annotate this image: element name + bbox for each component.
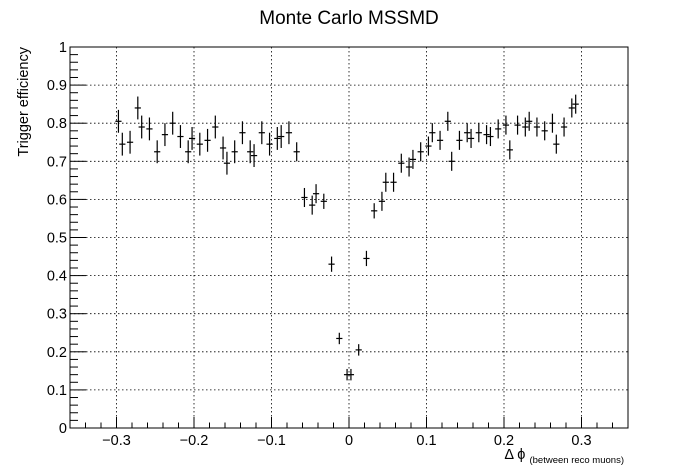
data-point bbox=[239, 121, 246, 145]
data-point bbox=[301, 187, 308, 208]
data-point bbox=[115, 109, 122, 133]
data-point bbox=[177, 125, 184, 148]
data-point bbox=[204, 128, 211, 152]
data-point bbox=[522, 117, 529, 137]
data-point bbox=[320, 193, 327, 209]
data-point bbox=[448, 151, 455, 171]
data-point bbox=[250, 144, 258, 168]
data-point bbox=[514, 115, 521, 135]
data-point bbox=[429, 123, 436, 143]
data-point bbox=[549, 113, 556, 133]
data-point bbox=[161, 123, 169, 147]
y-tick-label: 0.3 bbox=[47, 307, 67, 323]
data-point bbox=[390, 172, 397, 192]
data-point bbox=[169, 111, 176, 135]
y-tick-label: 0.1 bbox=[47, 383, 67, 399]
data-point bbox=[572, 94, 579, 114]
grid-lines bbox=[70, 46, 628, 429]
data-point bbox=[425, 136, 432, 156]
y-tick-label: 0.9 bbox=[47, 78, 67, 94]
data-point bbox=[456, 130, 463, 150]
y-tick-label: 0.6 bbox=[47, 192, 67, 208]
data-point bbox=[464, 123, 471, 143]
data-point bbox=[126, 130, 134, 154]
data-point bbox=[336, 332, 343, 345]
data-point bbox=[409, 149, 417, 169]
data-point bbox=[382, 172, 389, 192]
data-point bbox=[487, 127, 494, 147]
data-point bbox=[278, 125, 285, 148]
data-point bbox=[247, 140, 254, 164]
data-point bbox=[533, 117, 541, 137]
data-point bbox=[312, 184, 320, 204]
data-point bbox=[309, 195, 316, 215]
data-point bbox=[146, 117, 153, 141]
y-tick-label: 0.5 bbox=[47, 231, 67, 247]
data-point bbox=[560, 117, 568, 137]
data-point bbox=[119, 132, 126, 156]
data-point bbox=[154, 140, 161, 164]
data-point bbox=[502, 115, 510, 135]
y-tick-label: 0.8 bbox=[47, 116, 67, 132]
data-point bbox=[398, 153, 405, 173]
y-tick-label: 0 bbox=[59, 421, 67, 437]
data-point bbox=[405, 157, 413, 177]
data-point bbox=[506, 140, 513, 160]
data-point bbox=[568, 98, 575, 118]
data-point bbox=[553, 134, 560, 154]
data-point bbox=[483, 125, 490, 145]
data-point bbox=[134, 96, 141, 120]
data-point bbox=[347, 368, 355, 381]
y-tick-label: 1 bbox=[59, 40, 67, 56]
data-point bbox=[219, 136, 227, 160]
x-axis-label-sub: (between reco muons) bbox=[529, 455, 624, 466]
y-axis-ticks: 0 0.1 0.2 0.3 0.4 0.5 0.6 0.7 0.8 0.9 1 bbox=[47, 40, 86, 437]
data-point bbox=[293, 142, 300, 162]
chart-title: Monte Carlo MSSMD bbox=[259, 8, 439, 29]
data-point bbox=[436, 130, 444, 150]
y-tick-label: 0.7 bbox=[47, 154, 67, 170]
data-point bbox=[196, 132, 203, 156]
x-tick-label: 0.1 bbox=[416, 433, 436, 449]
data-point bbox=[363, 250, 370, 267]
data-points bbox=[115, 94, 579, 381]
data-point bbox=[371, 203, 378, 219]
data-point bbox=[444, 111, 451, 131]
data-point bbox=[285, 121, 293, 145]
data-point bbox=[526, 111, 533, 131]
data-point bbox=[541, 121, 548, 141]
data-point bbox=[274, 127, 281, 150]
x-tick-label: −0.3 bbox=[102, 433, 131, 449]
data-point bbox=[188, 127, 196, 150]
data-point bbox=[328, 256, 335, 272]
x-axis-label: Δ ϕ (between reco muons) bbox=[504, 447, 624, 466]
data-point bbox=[495, 119, 502, 139]
data-point bbox=[231, 140, 238, 164]
y-axis-label: Trigger efficiency bbox=[16, 46, 32, 156]
y-tick-label: 0.4 bbox=[47, 269, 67, 285]
data-point bbox=[475, 123, 482, 143]
x-axis-ticks: −0.3 −0.2 −0.1 0 0.1 0.2 0.3 bbox=[69, 417, 629, 449]
data-point bbox=[258, 121, 265, 145]
x-axis-label-main: Δ ϕ bbox=[504, 447, 525, 463]
x-tick-label: −0.1 bbox=[257, 433, 286, 449]
data-point bbox=[138, 115, 145, 139]
data-point bbox=[223, 151, 231, 175]
x-tick-label: −0.2 bbox=[180, 433, 209, 449]
y-tick-label: 0.2 bbox=[47, 345, 67, 361]
data-point bbox=[212, 115, 219, 139]
x-tick-label: 0.2 bbox=[494, 433, 514, 449]
x-tick-label: 0.3 bbox=[571, 433, 591, 449]
data-point bbox=[378, 191, 386, 211]
data-point bbox=[467, 128, 475, 148]
data-point bbox=[417, 142, 424, 162]
data-point bbox=[266, 132, 273, 156]
data-point bbox=[355, 344, 362, 356]
data-point bbox=[185, 140, 192, 164]
x-tick-label: 0 bbox=[345, 433, 353, 449]
